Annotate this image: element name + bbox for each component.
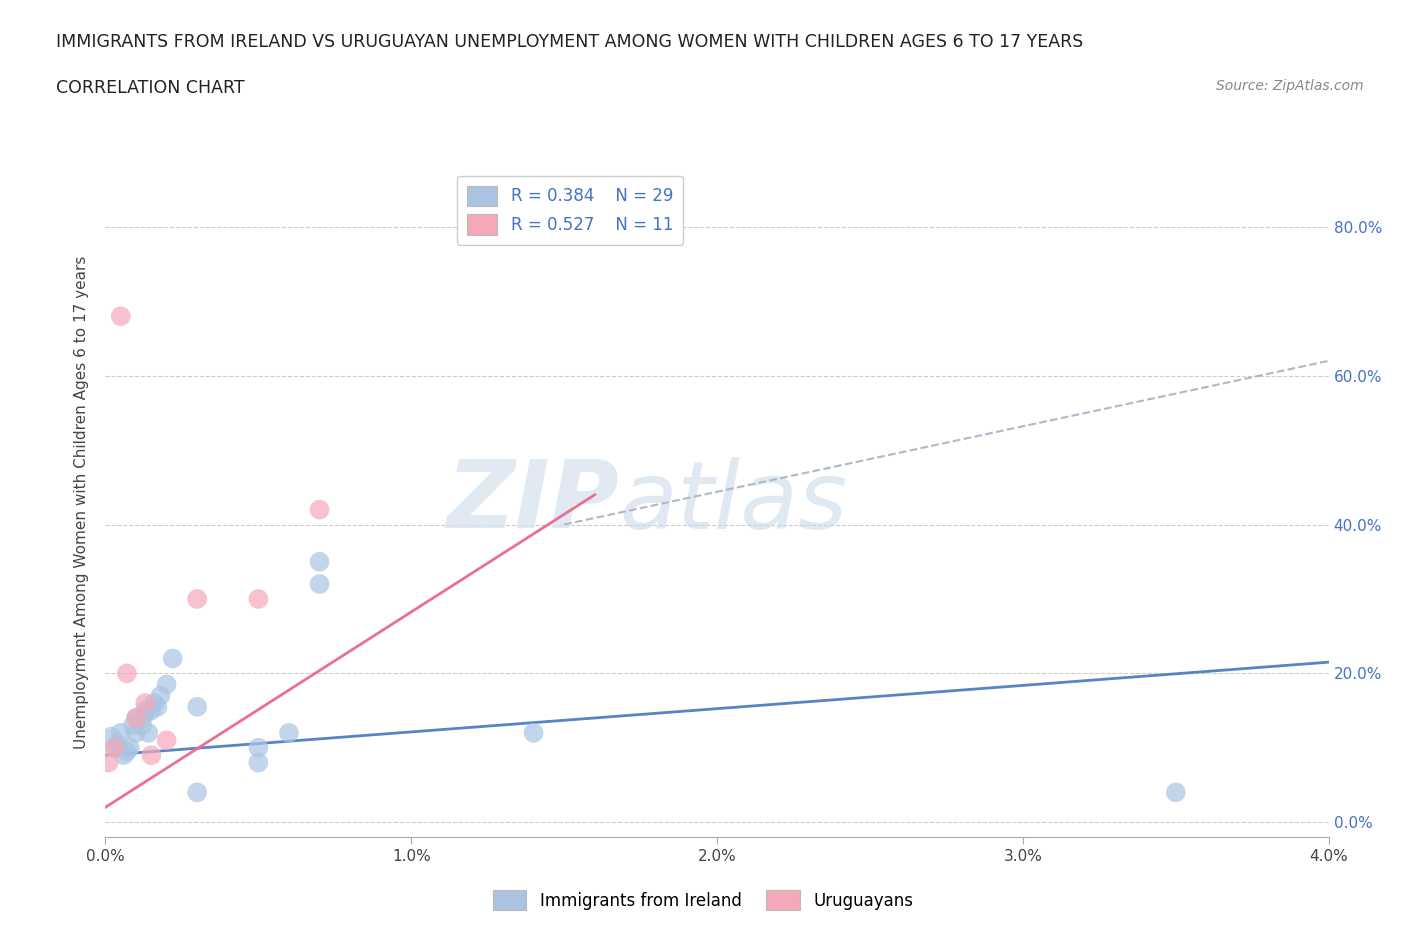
Point (104, 740, 127, 755)
Point (136, 725, 159, 740)
Point (156, 677, 179, 692)
Point (149, 688, 172, 703)
Point (308, 554, 330, 569)
Point (141, 703, 163, 718)
Point (131, 718, 153, 733)
Point (100, 729, 122, 744)
Point (141, 748, 163, 763)
Point (112, 748, 135, 763)
Point (134, 707, 156, 722)
Text: ZIP: ZIP (446, 457, 619, 548)
Point (186, 785, 208, 800)
Point (308, 502, 330, 517)
Point (104, 740, 127, 755)
Point (143, 696, 166, 711)
Point (523, 725, 546, 740)
Text: IMMIGRANTS FROM IRELAND VS URUGUAYAN UNEMPLOYMENT AMONG WOMEN WITH CHILDREN AGES: IMMIGRANTS FROM IRELAND VS URUGUAYAN UNE… (56, 33, 1084, 50)
Point (125, 711, 148, 725)
Text: atlas: atlas (619, 457, 848, 548)
Legend: Immigrants from Ireland, Uruguayans: Immigrants from Ireland, Uruguayans (486, 884, 920, 917)
Point (1164, 785, 1187, 800)
Point (247, 591, 270, 606)
Point (125, 711, 148, 725)
Point (247, 755, 270, 770)
Point (134, 703, 156, 718)
Y-axis label: Unemployment Among Women with Children Ages 6 to 17 years: Unemployment Among Women with Children A… (75, 256, 90, 749)
Point (146, 699, 169, 714)
Legend: R = 0.384    N = 29, R = 0.527    N = 11: R = 0.384 N = 29, R = 0.527 N = 11 (457, 176, 683, 245)
Point (110, 309, 132, 324)
Point (115, 666, 138, 681)
Point (162, 651, 184, 666)
Point (134, 696, 156, 711)
Point (97, 755, 120, 770)
Point (156, 733, 179, 748)
Text: Source: ZipAtlas.com: Source: ZipAtlas.com (1216, 79, 1364, 93)
Point (125, 725, 148, 740)
Point (122, 718, 145, 733)
Point (115, 744, 138, 759)
Point (308, 577, 330, 591)
Point (107, 737, 129, 751)
Point (110, 725, 132, 740)
Point (278, 725, 301, 740)
Text: CORRELATION CHART: CORRELATION CHART (56, 79, 245, 97)
Point (247, 740, 270, 755)
Point (118, 740, 141, 755)
Point (186, 699, 208, 714)
Point (186, 591, 208, 606)
